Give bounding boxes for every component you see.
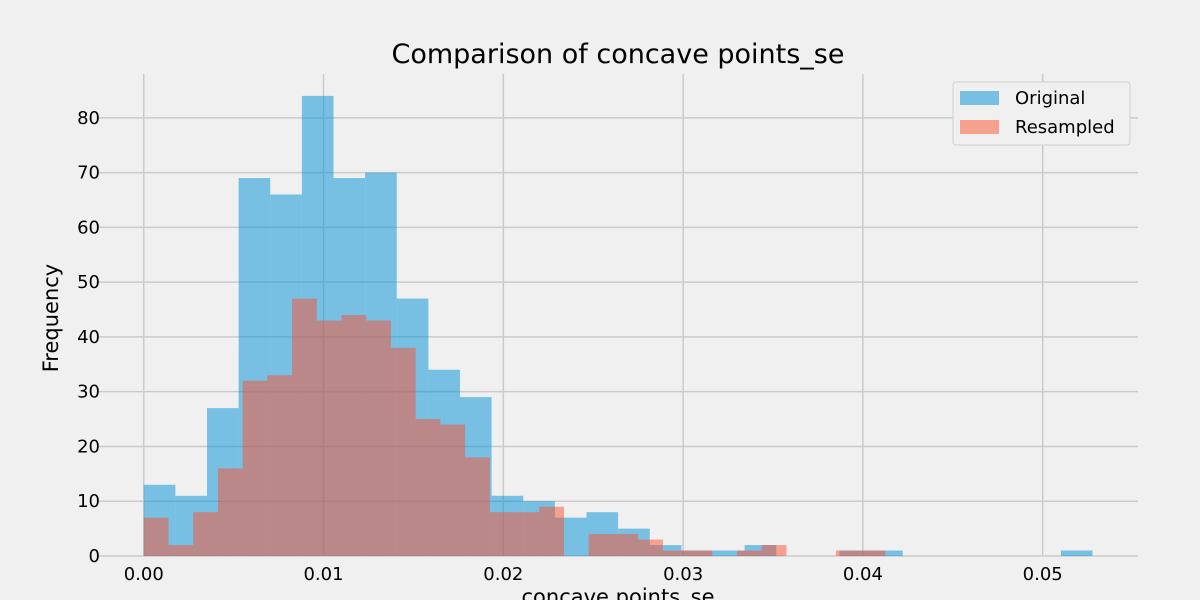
bar-resampled bbox=[588, 534, 614, 556]
y-axis-label: Frequency bbox=[39, 264, 63, 373]
x-tick-label: 0.03 bbox=[663, 564, 703, 585]
bar-resampled bbox=[143, 517, 169, 556]
tick-labels: 0.00 0.01 0.02 0.03 0.04 0.05 0 10 20 30 40 50 60 70 8… bbox=[77, 108, 1063, 585]
x-tick-label: 0.01 bbox=[303, 564, 343, 585]
y-tick-label: 40 bbox=[77, 327, 100, 348]
y-tick-label: 50 bbox=[77, 272, 100, 293]
bar-resampled bbox=[514, 512, 540, 556]
bar-resampled bbox=[267, 375, 293, 556]
bar-original bbox=[713, 550, 745, 556]
y-tick-label: 20 bbox=[77, 436, 100, 457]
bar-resampled bbox=[539, 506, 565, 556]
y-tick-label: 60 bbox=[77, 217, 100, 238]
legend-swatch-original bbox=[960, 91, 999, 105]
y-tick-label: 0 bbox=[89, 546, 100, 567]
bar-resampled bbox=[316, 320, 342, 556]
legend-swatch-resampled bbox=[960, 120, 999, 134]
series-resampled bbox=[143, 298, 886, 556]
chart-title: Comparison of concave points_se bbox=[392, 39, 845, 70]
x-axis-label: concave points_se bbox=[522, 585, 715, 600]
bar-resampled bbox=[366, 320, 391, 556]
bar-resampled bbox=[860, 550, 886, 556]
bar-resampled bbox=[662, 550, 688, 556]
bar-resampled bbox=[168, 545, 194, 556]
y-tick-label: 30 bbox=[77, 382, 100, 403]
bar-resampled bbox=[737, 550, 762, 556]
bar-resampled bbox=[465, 457, 490, 556]
x-tick-label: 0.00 bbox=[124, 564, 164, 585]
bar-resampled bbox=[613, 534, 639, 556]
bar-resampled bbox=[415, 419, 441, 556]
bar-resampled bbox=[761, 545, 787, 556]
bar-resampled bbox=[242, 380, 268, 556]
bar-resampled bbox=[193, 512, 218, 556]
bar-resampled bbox=[489, 512, 515, 556]
x-tick-label: 0.04 bbox=[843, 564, 883, 585]
bars bbox=[143, 95, 1093, 556]
bar-resampled bbox=[638, 539, 663, 556]
bar-resampled bbox=[440, 424, 466, 556]
legend-label-original: Original bbox=[1015, 88, 1085, 109]
bar-resampled bbox=[835, 550, 861, 556]
y-tick-label: 70 bbox=[77, 163, 100, 184]
x-tick-label: 0.05 bbox=[1023, 564, 1063, 585]
bar-original bbox=[871, 550, 903, 556]
x-tick-label: 0.02 bbox=[483, 564, 523, 585]
bar-resampled bbox=[292, 298, 317, 556]
bar-resampled bbox=[390, 347, 416, 556]
y-tick-label: 80 bbox=[77, 108, 100, 129]
bar-resampled bbox=[341, 315, 367, 556]
legend-label-resampled: Resampled bbox=[1015, 117, 1115, 138]
legend: Original Resampled bbox=[952, 81, 1131, 146]
bar-resampled bbox=[217, 468, 243, 556]
bar-resampled bbox=[687, 550, 713, 556]
y-tick-label: 10 bbox=[77, 491, 100, 512]
bar-original bbox=[1060, 550, 1093, 556]
